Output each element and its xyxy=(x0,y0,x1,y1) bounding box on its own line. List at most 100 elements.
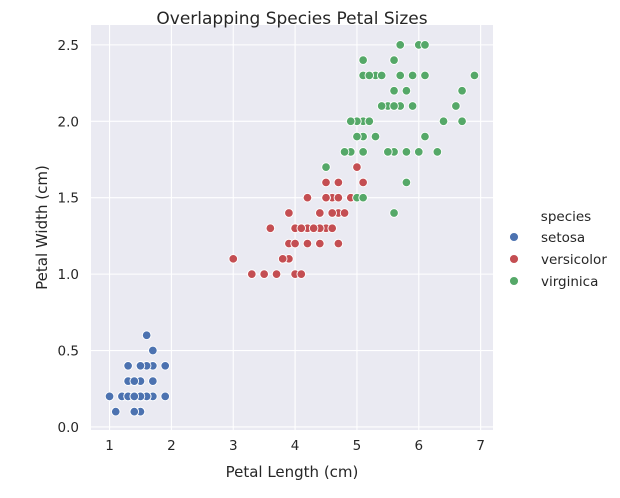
x-axis-ticks: 1 2 3 4 5 6 7 xyxy=(105,438,485,454)
data-point-virginica xyxy=(376,70,387,81)
data-point-virginica xyxy=(364,70,375,81)
data-point-virginica xyxy=(401,85,412,96)
data-point-virginica xyxy=(346,116,356,127)
x-tick-label: 7 xyxy=(476,438,485,454)
legend-label-virginica: virginica xyxy=(541,274,598,290)
data-point-virginica xyxy=(352,131,362,142)
data-point-setosa xyxy=(135,361,146,371)
data-point-virginica xyxy=(420,131,430,142)
series-setosa xyxy=(104,330,170,417)
data-point-virginica xyxy=(438,116,449,127)
data-point-versicolor xyxy=(327,208,337,218)
legend-marker-virginica xyxy=(509,276,519,286)
y-tick-label: 0.0 xyxy=(58,420,79,436)
data-point-versicolor xyxy=(321,192,331,203)
data-point-virginica xyxy=(389,85,399,96)
data-point-versicolor xyxy=(339,208,350,218)
data-point-versicolor xyxy=(259,269,269,279)
data-point-setosa xyxy=(129,406,140,417)
data-point-versicolor xyxy=(277,254,288,264)
data-point-virginica xyxy=(401,177,412,188)
y-tick-label: 0.5 xyxy=(58,344,79,360)
data-point-versicolor xyxy=(284,208,294,218)
y-tick-label: 1.5 xyxy=(58,191,79,207)
data-point-versicolor xyxy=(315,208,325,218)
data-point-setosa xyxy=(160,361,170,371)
data-point-setosa xyxy=(148,376,158,386)
data-point-versicolor xyxy=(247,269,257,279)
data-point-virginica xyxy=(414,147,424,157)
data-point-virginica xyxy=(339,147,350,157)
series-versicolor xyxy=(228,147,368,279)
data-point-virginica xyxy=(383,147,393,157)
data-point-virginica xyxy=(364,116,375,127)
data-point-versicolor xyxy=(228,254,238,264)
data-point-versicolor xyxy=(296,223,307,234)
legend-label-versicolor: versicolor xyxy=(541,252,607,268)
legend: species setosa versicolor virginica xyxy=(509,209,607,290)
data-point-virginica xyxy=(389,208,399,218)
data-point-virginica xyxy=(401,147,412,157)
y-axis-label: Petal Width (cm) xyxy=(33,165,51,290)
legend-label-setosa: setosa xyxy=(541,230,585,246)
data-point-virginica xyxy=(407,70,418,81)
data-point-versicolor xyxy=(352,162,362,172)
x-tick-label: 2 xyxy=(167,438,176,454)
data-point-virginica xyxy=(358,55,368,65)
data-point-virginica xyxy=(457,116,467,127)
data-point-virginica xyxy=(407,101,418,111)
y-axis-ticks: 0.0 0.5 1.0 1.5 2.0 2.5 xyxy=(58,38,79,436)
data-point-setosa xyxy=(160,391,170,402)
data-point-versicolor xyxy=(315,238,325,249)
legend-marker-setosa xyxy=(509,232,519,242)
data-point-virginica xyxy=(376,101,387,111)
data-point-versicolor xyxy=(296,269,307,279)
data-point-virginica xyxy=(358,192,368,203)
data-point-virginica xyxy=(395,40,405,50)
data-point-versicolor xyxy=(302,192,313,203)
data-point-versicolor xyxy=(327,223,337,234)
x-axis-label: Petal Length (cm) xyxy=(226,463,359,481)
y-tick-label: 2.5 xyxy=(58,38,79,54)
data-point-versicolor xyxy=(333,177,344,188)
data-point-versicolor xyxy=(302,238,313,249)
data-point-virginica xyxy=(432,147,443,157)
data-point-virginica xyxy=(457,85,467,96)
data-point-virginica xyxy=(370,131,381,142)
data-point-virginica xyxy=(321,162,331,172)
data-point-virginica xyxy=(395,70,405,81)
data-point-versicolor xyxy=(358,177,368,188)
x-tick-label: 3 xyxy=(229,438,238,454)
data-point-setosa xyxy=(123,361,133,371)
data-point-versicolor xyxy=(271,269,282,279)
data-point-virginica xyxy=(389,55,399,65)
data-point-versicolor xyxy=(333,192,344,203)
data-point-virginica xyxy=(389,101,399,111)
data-point-virginica xyxy=(420,40,430,50)
data-point-virginica xyxy=(358,147,368,157)
data-point-versicolor xyxy=(265,223,276,234)
y-tick-label: 1.0 xyxy=(58,267,79,283)
legend-marker-versicolor xyxy=(509,254,519,264)
data-point-setosa xyxy=(104,391,115,402)
data-point-versicolor xyxy=(290,238,300,249)
series-virginica xyxy=(321,40,480,218)
data-point-setosa xyxy=(110,406,121,417)
data-points xyxy=(104,40,480,417)
data-point-setosa xyxy=(148,345,158,356)
x-tick-label: 1 xyxy=(105,438,114,454)
data-point-versicolor xyxy=(321,177,331,188)
chart-title: Overlapping Species Petal Sizes xyxy=(156,9,427,29)
x-tick-label: 6 xyxy=(414,438,423,454)
x-tick-label: 4 xyxy=(291,438,300,454)
legend-title: species xyxy=(541,209,591,225)
data-point-versicolor xyxy=(333,238,344,249)
data-point-setosa xyxy=(129,376,140,386)
data-point-setosa xyxy=(141,330,152,340)
data-point-virginica xyxy=(469,70,480,81)
legend-items: setosa versicolor virginica xyxy=(509,230,607,290)
x-tick-label: 5 xyxy=(353,438,362,454)
y-tick-label: 2.0 xyxy=(58,114,79,130)
data-point-versicolor xyxy=(308,223,319,234)
